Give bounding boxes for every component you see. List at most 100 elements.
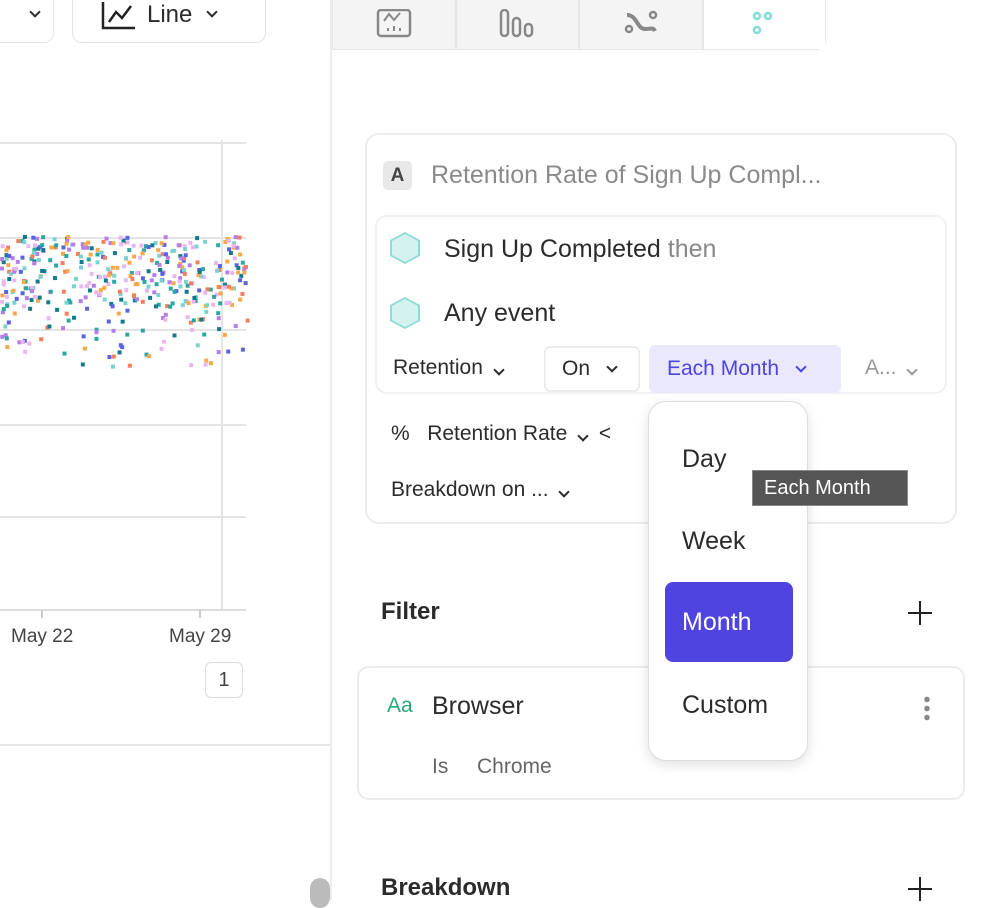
data-point bbox=[1, 260, 6, 265]
data-point bbox=[215, 268, 220, 273]
percent-icon: % bbox=[391, 422, 410, 445]
more-options-icon[interactable] bbox=[924, 695, 930, 721]
data-point bbox=[86, 257, 91, 262]
data-point bbox=[238, 278, 243, 283]
data-point bbox=[102, 255, 107, 260]
data-point bbox=[140, 299, 145, 304]
chart-type-dropdown[interactable]: Line bbox=[72, 0, 266, 43]
tab-flows[interactable] bbox=[580, 0, 704, 49]
data-point bbox=[1, 307, 6, 312]
data-point bbox=[159, 346, 164, 351]
event-step-2[interactable]: Any event bbox=[444, 299, 556, 327]
event-step-1[interactable]: Sign Up Completed then bbox=[444, 235, 716, 264]
data-point bbox=[145, 288, 150, 293]
data-point bbox=[176, 243, 181, 248]
data-point bbox=[146, 245, 151, 250]
filter-heading: Filter bbox=[381, 598, 440, 625]
data-point bbox=[138, 255, 143, 260]
data-point bbox=[230, 270, 235, 275]
report-type-tabs bbox=[332, 0, 826, 50]
data-point bbox=[140, 276, 145, 281]
data-point bbox=[6, 320, 11, 325]
on-dropdown[interactable]: On bbox=[544, 346, 640, 392]
data-point bbox=[154, 282, 159, 287]
add-breakdown-icon[interactable] bbox=[908, 877, 932, 901]
data-point bbox=[38, 274, 43, 279]
menu-item-day[interactable]: Day bbox=[682, 444, 727, 473]
data-point bbox=[21, 304, 26, 309]
tab-retention[interactable] bbox=[703, 0, 825, 49]
data-point bbox=[231, 286, 236, 291]
data-point bbox=[217, 285, 222, 290]
data-point bbox=[67, 247, 72, 252]
period-dropdown[interactable]: Each Month bbox=[649, 345, 841, 393]
data-point bbox=[172, 333, 177, 338]
data-point bbox=[163, 235, 168, 240]
data-point bbox=[214, 292, 219, 297]
data-point bbox=[195, 343, 200, 348]
data-point bbox=[160, 271, 165, 276]
data-point bbox=[87, 281, 92, 286]
data-point bbox=[11, 288, 16, 293]
data-point bbox=[212, 294, 217, 299]
data-point bbox=[118, 235, 123, 240]
data-point bbox=[0, 266, 5, 271]
tooltip: Each Month bbox=[752, 470, 908, 506]
add-filter-icon[interactable] bbox=[908, 601, 932, 625]
data-point bbox=[140, 251, 145, 256]
truncated-dropdown[interactable]: A... bbox=[865, 356, 919, 380]
data-point bbox=[170, 301, 175, 306]
data-point bbox=[197, 269, 202, 274]
data-point bbox=[216, 316, 221, 321]
metric-title[interactable]: Retention Rate of Sign Up Compl... bbox=[431, 161, 822, 189]
previous-dropdown-button[interactable] bbox=[0, 0, 54, 43]
data-point bbox=[197, 288, 202, 293]
scrollbar-handle[interactable] bbox=[310, 878, 330, 908]
menu-item-month[interactable]: Month bbox=[665, 582, 793, 662]
data-point bbox=[81, 334, 86, 339]
page-number-button[interactable]: 1 bbox=[205, 662, 243, 698]
event-steps-box bbox=[375, 215, 947, 394]
data-point bbox=[8, 271, 13, 276]
data-point bbox=[52, 237, 57, 242]
data-point bbox=[185, 315, 190, 320]
data-point bbox=[11, 267, 16, 272]
data-point bbox=[95, 252, 100, 257]
data-point bbox=[200, 267, 205, 272]
data-point bbox=[85, 245, 90, 250]
data-point bbox=[177, 263, 182, 268]
data-point bbox=[24, 286, 29, 291]
filter-value[interactable]: Chrome bbox=[477, 755, 552, 778]
data-point bbox=[88, 288, 93, 293]
filter-operator[interactable]: Is bbox=[432, 755, 449, 778]
data-point bbox=[64, 253, 69, 258]
data-point bbox=[178, 284, 183, 289]
data-point bbox=[28, 306, 33, 311]
menu-item-custom[interactable]: Custom bbox=[682, 690, 769, 719]
data-point bbox=[195, 236, 200, 241]
tab-insights[interactable] bbox=[333, 0, 457, 49]
chevron-down-icon bbox=[493, 364, 505, 376]
rate-dropdown[interactable]: % Retention Rate < bbox=[391, 422, 611, 446]
funnels-icon bbox=[500, 8, 534, 37]
data-point bbox=[132, 294, 137, 299]
data-point bbox=[153, 241, 158, 246]
data-point bbox=[216, 350, 221, 355]
data-point bbox=[232, 241, 237, 246]
data-point bbox=[172, 289, 177, 294]
data-point bbox=[21, 280, 26, 285]
data-point bbox=[162, 339, 167, 344]
data-point bbox=[106, 267, 111, 272]
tab-funnels[interactable] bbox=[457, 0, 580, 49]
data-point bbox=[16, 239, 21, 244]
filter-property[interactable]: Browser bbox=[432, 692, 524, 720]
breakdown-on-dropdown[interactable]: Breakdown on ... bbox=[391, 478, 571, 502]
data-point bbox=[31, 250, 36, 255]
retention-type-dropdown[interactable]: Retention bbox=[393, 356, 505, 380]
data-point bbox=[204, 303, 209, 308]
data-point bbox=[223, 239, 228, 244]
data-point bbox=[245, 318, 250, 323]
data-point bbox=[61, 289, 66, 294]
data-point bbox=[102, 285, 107, 290]
menu-item-week[interactable]: Week bbox=[682, 526, 746, 555]
